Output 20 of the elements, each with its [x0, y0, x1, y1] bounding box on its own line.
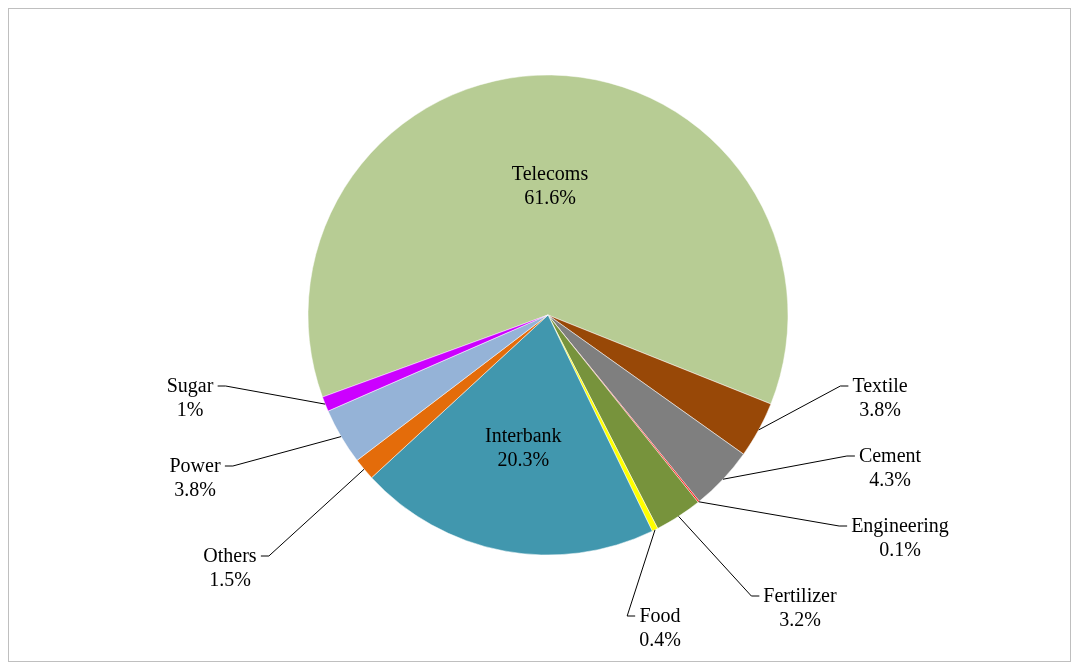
- slice-label: Telecoms: [511, 162, 589, 185]
- data-label: 20.3%: [497, 447, 550, 470]
- data-label: 1%: [176, 398, 204, 420]
- data-label: 3.8%: [174, 478, 216, 500]
- data-label: 3.2%: [779, 608, 821, 630]
- slice-label: Fertilizer: [763, 584, 837, 606]
- data-label: 61.6%: [524, 186, 576, 209]
- slice-label: Engineering: [851, 514, 949, 537]
- slice-label: Sugar: [166, 374, 214, 397]
- data-label: 0.4%: [639, 628, 681, 650]
- data-label: 1.5%: [209, 568, 251, 590]
- slice-label: Food: [639, 604, 681, 626]
- slice-label: Others: [203, 544, 257, 566]
- data-label: 0.1%: [879, 538, 921, 560]
- slice-label: Power: [169, 454, 221, 476]
- data-label: 4.3%: [869, 468, 911, 490]
- slice-label: Cement: [858, 444, 922, 466]
- slice-label: Interbank: [484, 423, 562, 446]
- slice-label: Textile: [852, 374, 908, 396]
- data-label: 3.8%: [859, 398, 901, 420]
